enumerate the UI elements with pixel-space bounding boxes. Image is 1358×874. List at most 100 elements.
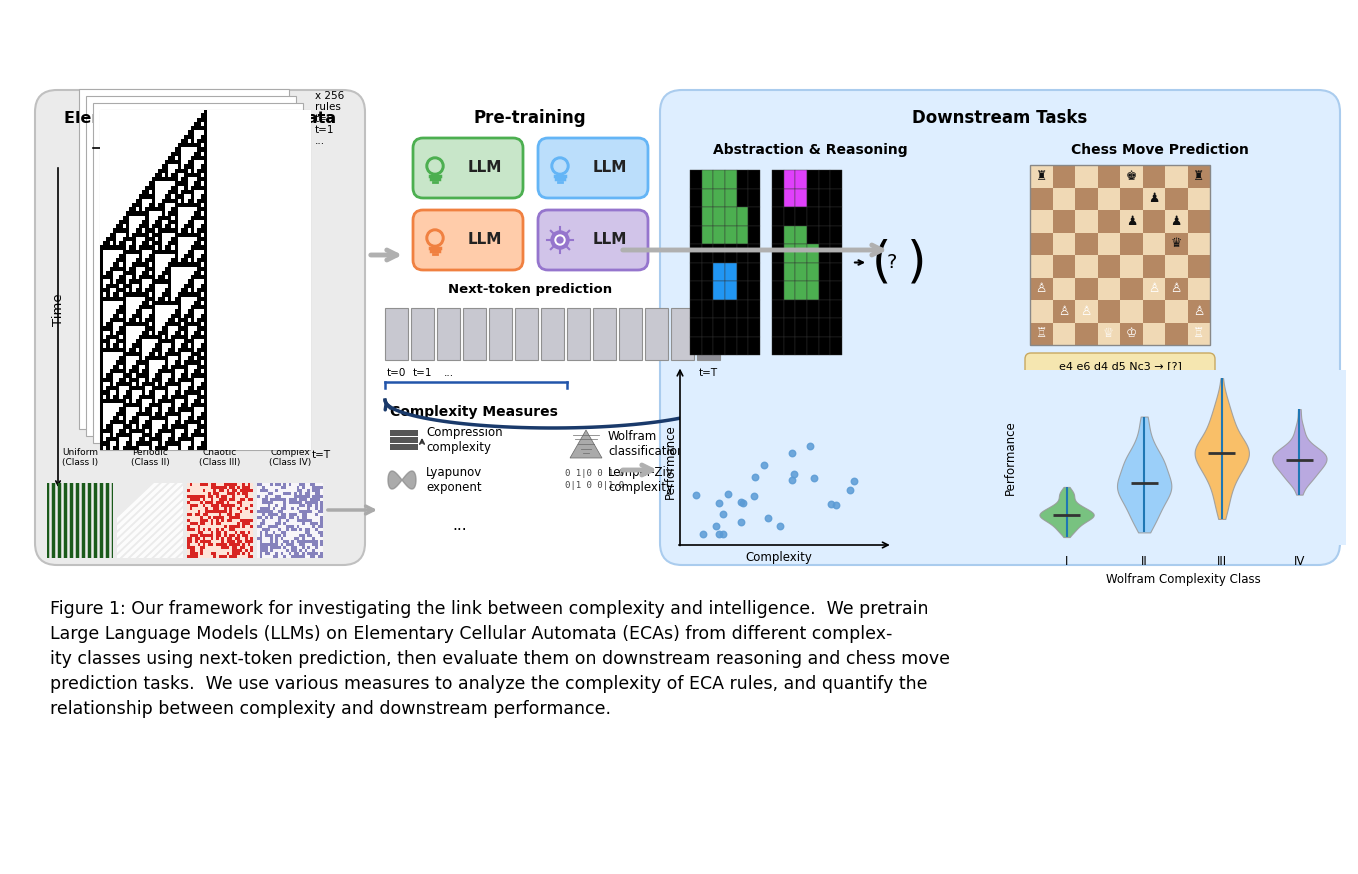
Text: Lempel-Ziv
complexity: Lempel-Ziv complexity bbox=[608, 466, 674, 494]
Bar bbox=[1076, 210, 1097, 232]
Bar bbox=[771, 300, 784, 318]
Bar bbox=[1165, 188, 1187, 210]
Point bbox=[769, 519, 790, 533]
Bar bbox=[771, 281, 784, 300]
Text: ♙: ♙ bbox=[1194, 305, 1205, 318]
Bar bbox=[830, 244, 842, 262]
Bar bbox=[690, 225, 702, 244]
Bar bbox=[1142, 300, 1165, 323]
Text: 0|1 0 0|1 0: 0|1 0 0|1 0 bbox=[565, 482, 625, 490]
Bar bbox=[1052, 232, 1076, 255]
Point bbox=[686, 488, 708, 502]
Bar bbox=[702, 170, 713, 189]
Bar bbox=[411, 308, 435, 360]
Bar bbox=[807, 281, 819, 300]
Bar bbox=[807, 336, 819, 355]
Bar bbox=[819, 225, 830, 244]
Point bbox=[731, 515, 752, 529]
Bar bbox=[1165, 255, 1187, 278]
Bar bbox=[736, 262, 748, 281]
Bar bbox=[725, 262, 736, 281]
Bar bbox=[1120, 188, 1142, 210]
Point bbox=[803, 471, 824, 485]
Circle shape bbox=[557, 237, 564, 243]
Bar bbox=[796, 318, 807, 336]
Bar bbox=[807, 170, 819, 189]
FancyBboxPatch shape bbox=[413, 210, 523, 270]
Point bbox=[820, 497, 842, 511]
Bar bbox=[830, 170, 842, 189]
Bar bbox=[690, 300, 702, 318]
Bar bbox=[690, 262, 702, 281]
Bar bbox=[1076, 255, 1097, 278]
Bar bbox=[736, 281, 748, 300]
Bar bbox=[713, 262, 725, 281]
Bar bbox=[1076, 232, 1097, 255]
Bar bbox=[1029, 323, 1052, 345]
X-axis label: Complexity: Complexity bbox=[746, 551, 812, 564]
Bar bbox=[1076, 278, 1097, 300]
Bar bbox=[819, 262, 830, 281]
Bar bbox=[92, 103, 303, 443]
Bar bbox=[725, 170, 736, 189]
FancyBboxPatch shape bbox=[413, 138, 523, 198]
Text: x 256: x 256 bbox=[315, 91, 344, 101]
Bar bbox=[1029, 165, 1052, 188]
Circle shape bbox=[551, 231, 569, 249]
Bar bbox=[771, 170, 784, 189]
Bar bbox=[725, 189, 736, 207]
Bar bbox=[784, 336, 796, 355]
Bar bbox=[1076, 188, 1097, 210]
Bar bbox=[784, 207, 796, 225]
Circle shape bbox=[551, 157, 569, 175]
Point bbox=[717, 487, 739, 501]
Bar bbox=[713, 281, 725, 300]
Bar bbox=[1187, 278, 1210, 300]
Bar bbox=[1142, 278, 1165, 300]
Bar bbox=[86, 96, 296, 436]
Text: LLM: LLM bbox=[592, 232, 626, 247]
Bar bbox=[1097, 255, 1120, 278]
Bar bbox=[690, 281, 702, 300]
Bar bbox=[702, 207, 713, 225]
Bar bbox=[830, 318, 842, 336]
Bar bbox=[1029, 278, 1052, 300]
Text: Complexity Measures: Complexity Measures bbox=[390, 405, 558, 419]
Bar bbox=[819, 300, 830, 318]
Text: Lyapunov
exponent: Lyapunov exponent bbox=[426, 466, 482, 494]
Bar bbox=[713, 336, 725, 355]
Bar bbox=[1029, 232, 1052, 255]
Circle shape bbox=[555, 235, 565, 245]
Bar bbox=[702, 281, 713, 300]
Bar bbox=[725, 281, 736, 300]
Bar bbox=[796, 225, 807, 244]
Bar bbox=[1052, 165, 1076, 188]
Bar bbox=[568, 308, 589, 360]
Bar bbox=[771, 262, 784, 281]
Bar bbox=[690, 189, 702, 207]
Text: Periodic
(Class II): Periodic (Class II) bbox=[130, 447, 170, 467]
Point bbox=[754, 458, 775, 472]
Bar bbox=[1097, 165, 1120, 188]
Bar bbox=[784, 318, 796, 336]
Bar bbox=[619, 308, 642, 360]
Bar bbox=[736, 225, 748, 244]
Bar bbox=[1052, 255, 1076, 278]
Bar bbox=[736, 336, 748, 355]
Text: ♖: ♖ bbox=[1036, 327, 1047, 340]
Bar bbox=[1029, 210, 1052, 232]
Text: Chess Move Prediction: Chess Move Prediction bbox=[1071, 143, 1249, 157]
Bar bbox=[713, 207, 725, 225]
Text: t=0: t=0 bbox=[315, 114, 334, 124]
Bar bbox=[1076, 165, 1097, 188]
Text: LLM: LLM bbox=[592, 161, 626, 176]
Bar bbox=[830, 336, 842, 355]
Text: Abstraction & Reasoning: Abstraction & Reasoning bbox=[713, 143, 907, 157]
Text: (: ( bbox=[872, 239, 891, 287]
Bar bbox=[100, 110, 310, 450]
Bar bbox=[830, 281, 842, 300]
Bar bbox=[819, 170, 830, 189]
Bar bbox=[748, 225, 760, 244]
Bar bbox=[463, 308, 486, 360]
Point bbox=[758, 511, 779, 525]
